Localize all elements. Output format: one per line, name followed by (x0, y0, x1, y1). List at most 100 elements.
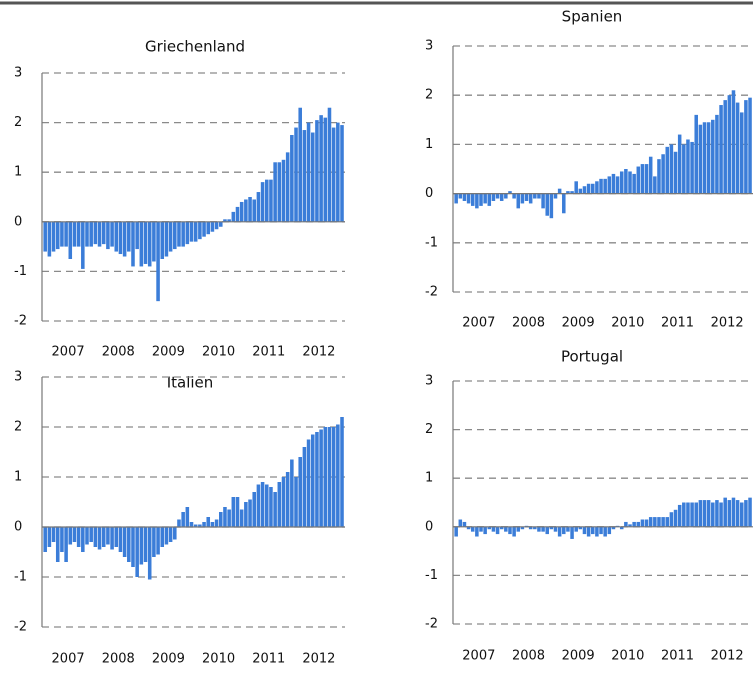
bar (227, 509, 231, 527)
bar (85, 527, 89, 545)
x-tick-label: 2010 (611, 316, 644, 331)
y-tick-label: 2 (14, 420, 22, 435)
bar (677, 504, 682, 527)
bar (327, 107, 332, 222)
x-tick-label: 2009 (152, 652, 185, 667)
bar (189, 522, 194, 527)
bar (574, 526, 578, 532)
bar (139, 527, 144, 565)
bar (640, 164, 645, 194)
y-tick-label: 1 (14, 470, 22, 485)
chart-panel: Griechenland -2 -1 0 1 2 3 2007 2008 2009 2010 2011… (14, 38, 345, 360)
bar (570, 526, 574, 539)
bar (640, 519, 645, 527)
bar (644, 519, 649, 527)
bar (735, 102, 740, 194)
bar (168, 221, 173, 252)
bar (72, 221, 77, 247)
bar (68, 527, 73, 545)
bar (315, 432, 319, 527)
bar (135, 527, 139, 577)
bar (219, 221, 223, 227)
bar (89, 527, 93, 542)
bar (223, 507, 227, 527)
bar (702, 500, 707, 527)
bar (55, 221, 60, 250)
bar (97, 527, 102, 550)
bar (470, 526, 475, 532)
bar (562, 526, 566, 535)
bar (76, 221, 81, 247)
y-tick-label: -1 (14, 570, 27, 585)
bar (495, 193, 500, 199)
bar (331, 127, 336, 222)
x-tick-label: 2009 (562, 649, 595, 664)
bar (110, 221, 114, 247)
bar (152, 527, 156, 557)
bar (60, 221, 64, 247)
bar (619, 526, 624, 530)
bar (248, 197, 252, 222)
bar (628, 171, 632, 194)
bar (256, 484, 261, 527)
bar (260, 482, 265, 527)
bar (611, 173, 616, 194)
bar (227, 219, 231, 222)
bar (698, 124, 703, 194)
bar (578, 526, 583, 530)
bar (466, 526, 471, 530)
bar (173, 527, 177, 540)
bar (723, 100, 727, 194)
bar (331, 427, 336, 527)
x-tick-label: 2011 (252, 345, 285, 360)
bar (723, 497, 727, 527)
bar (202, 221, 206, 237)
bar (491, 526, 496, 532)
bar (636, 521, 641, 527)
x-tick-label: 2008 (102, 345, 135, 360)
bar (454, 526, 458, 537)
y-tick-label: -1 (425, 235, 438, 250)
bar (281, 477, 286, 527)
bar (528, 193, 533, 204)
y-tick-label: 1 (425, 471, 433, 486)
bar (719, 105, 723, 194)
bar (302, 447, 307, 527)
bar (644, 164, 649, 194)
bar (248, 499, 252, 527)
bar (599, 178, 603, 194)
x-tick-label: 2012 (711, 316, 744, 331)
bar (235, 206, 240, 222)
bar (323, 117, 328, 222)
chart-panel: Italien -2 -1 0 1 2 3 2007 2008 2009 2010 2011 2012 (14, 370, 345, 667)
bar (586, 183, 591, 194)
bar (106, 221, 110, 250)
bar (590, 183, 595, 194)
x-tick-label: 2009 (562, 316, 595, 331)
bar (673, 509, 678, 527)
bar (516, 526, 521, 532)
bar (748, 97, 752, 194)
bar (122, 527, 127, 557)
bar (744, 100, 748, 194)
bar (68, 221, 73, 259)
bar (727, 500, 732, 527)
bar (185, 221, 190, 245)
bar (599, 526, 603, 535)
bar (47, 527, 52, 547)
bar (499, 526, 504, 530)
bar (719, 502, 723, 527)
bar (64, 527, 68, 562)
bar (545, 526, 549, 535)
bar (298, 457, 302, 527)
bar (72, 527, 77, 542)
bar (264, 179, 269, 222)
bar (223, 219, 227, 222)
bar (524, 193, 529, 201)
bar (143, 527, 148, 562)
bar (43, 221, 47, 252)
bar (541, 193, 545, 209)
bar (277, 482, 282, 527)
bar (735, 500, 740, 527)
